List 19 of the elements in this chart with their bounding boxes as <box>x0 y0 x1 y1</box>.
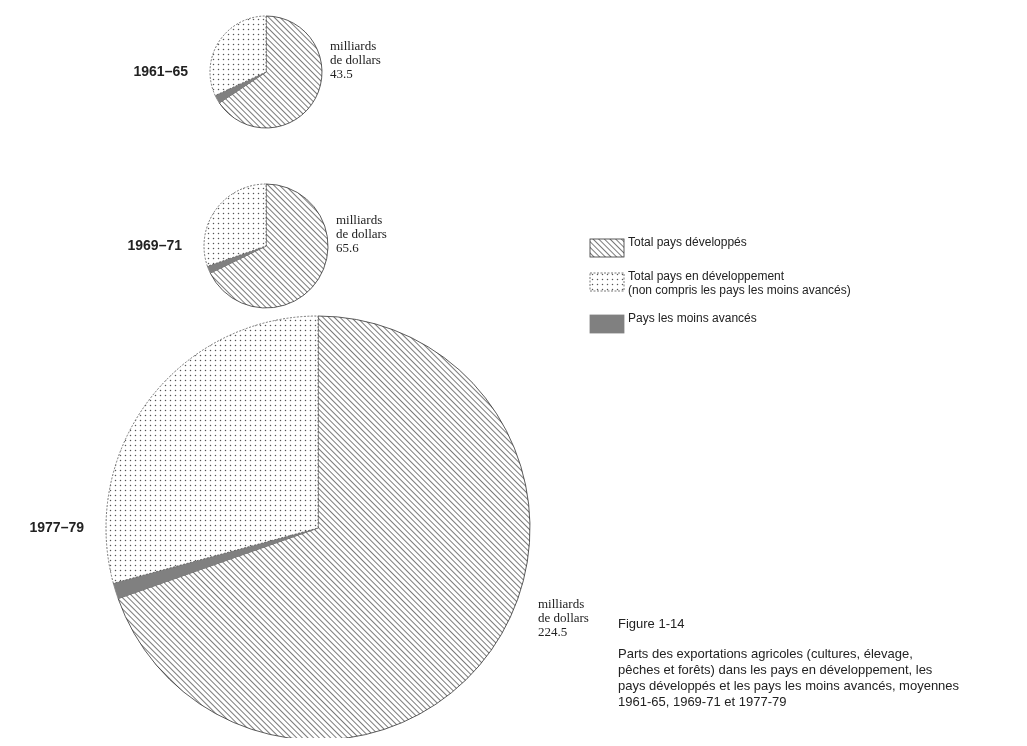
text: 1969–71 <box>127 236 183 253</box>
legend-label: Total pays développés <box>628 235 747 249</box>
pie-slice <box>105 315 319 584</box>
pie-slice <box>214 71 267 104</box>
pie-slice <box>209 15 267 96</box>
text: milliards de dollars 65.6 <box>336 212 387 255</box>
text: milliards de dollars 43.5 <box>330 38 381 81</box>
pie-slice <box>209 183 329 309</box>
text: 1977–79 <box>29 518 85 535</box>
text: milliards de dollars 224.5 <box>538 596 589 639</box>
pie-slice <box>218 15 323 129</box>
legend-label: Total pays en développement (non compris les pays les moins avancés) <box>628 269 851 297</box>
text: Parts des exportations agricoles (cultures, élevage, pêches et forêts) dans les pays en développement, les pays développés et les pays les moins avancés, moyennes 1961-65, 1969-71 et 1977-79 <box>618 646 960 709</box>
text: 1961–65 <box>133 62 189 79</box>
pie-slice <box>112 527 319 599</box>
pie-slice <box>117 315 531 738</box>
caption: Figure 1-14 <box>618 616 685 631</box>
pie-slice <box>203 183 267 267</box>
legend-label: Pays les moins avancés <box>628 311 757 325</box>
